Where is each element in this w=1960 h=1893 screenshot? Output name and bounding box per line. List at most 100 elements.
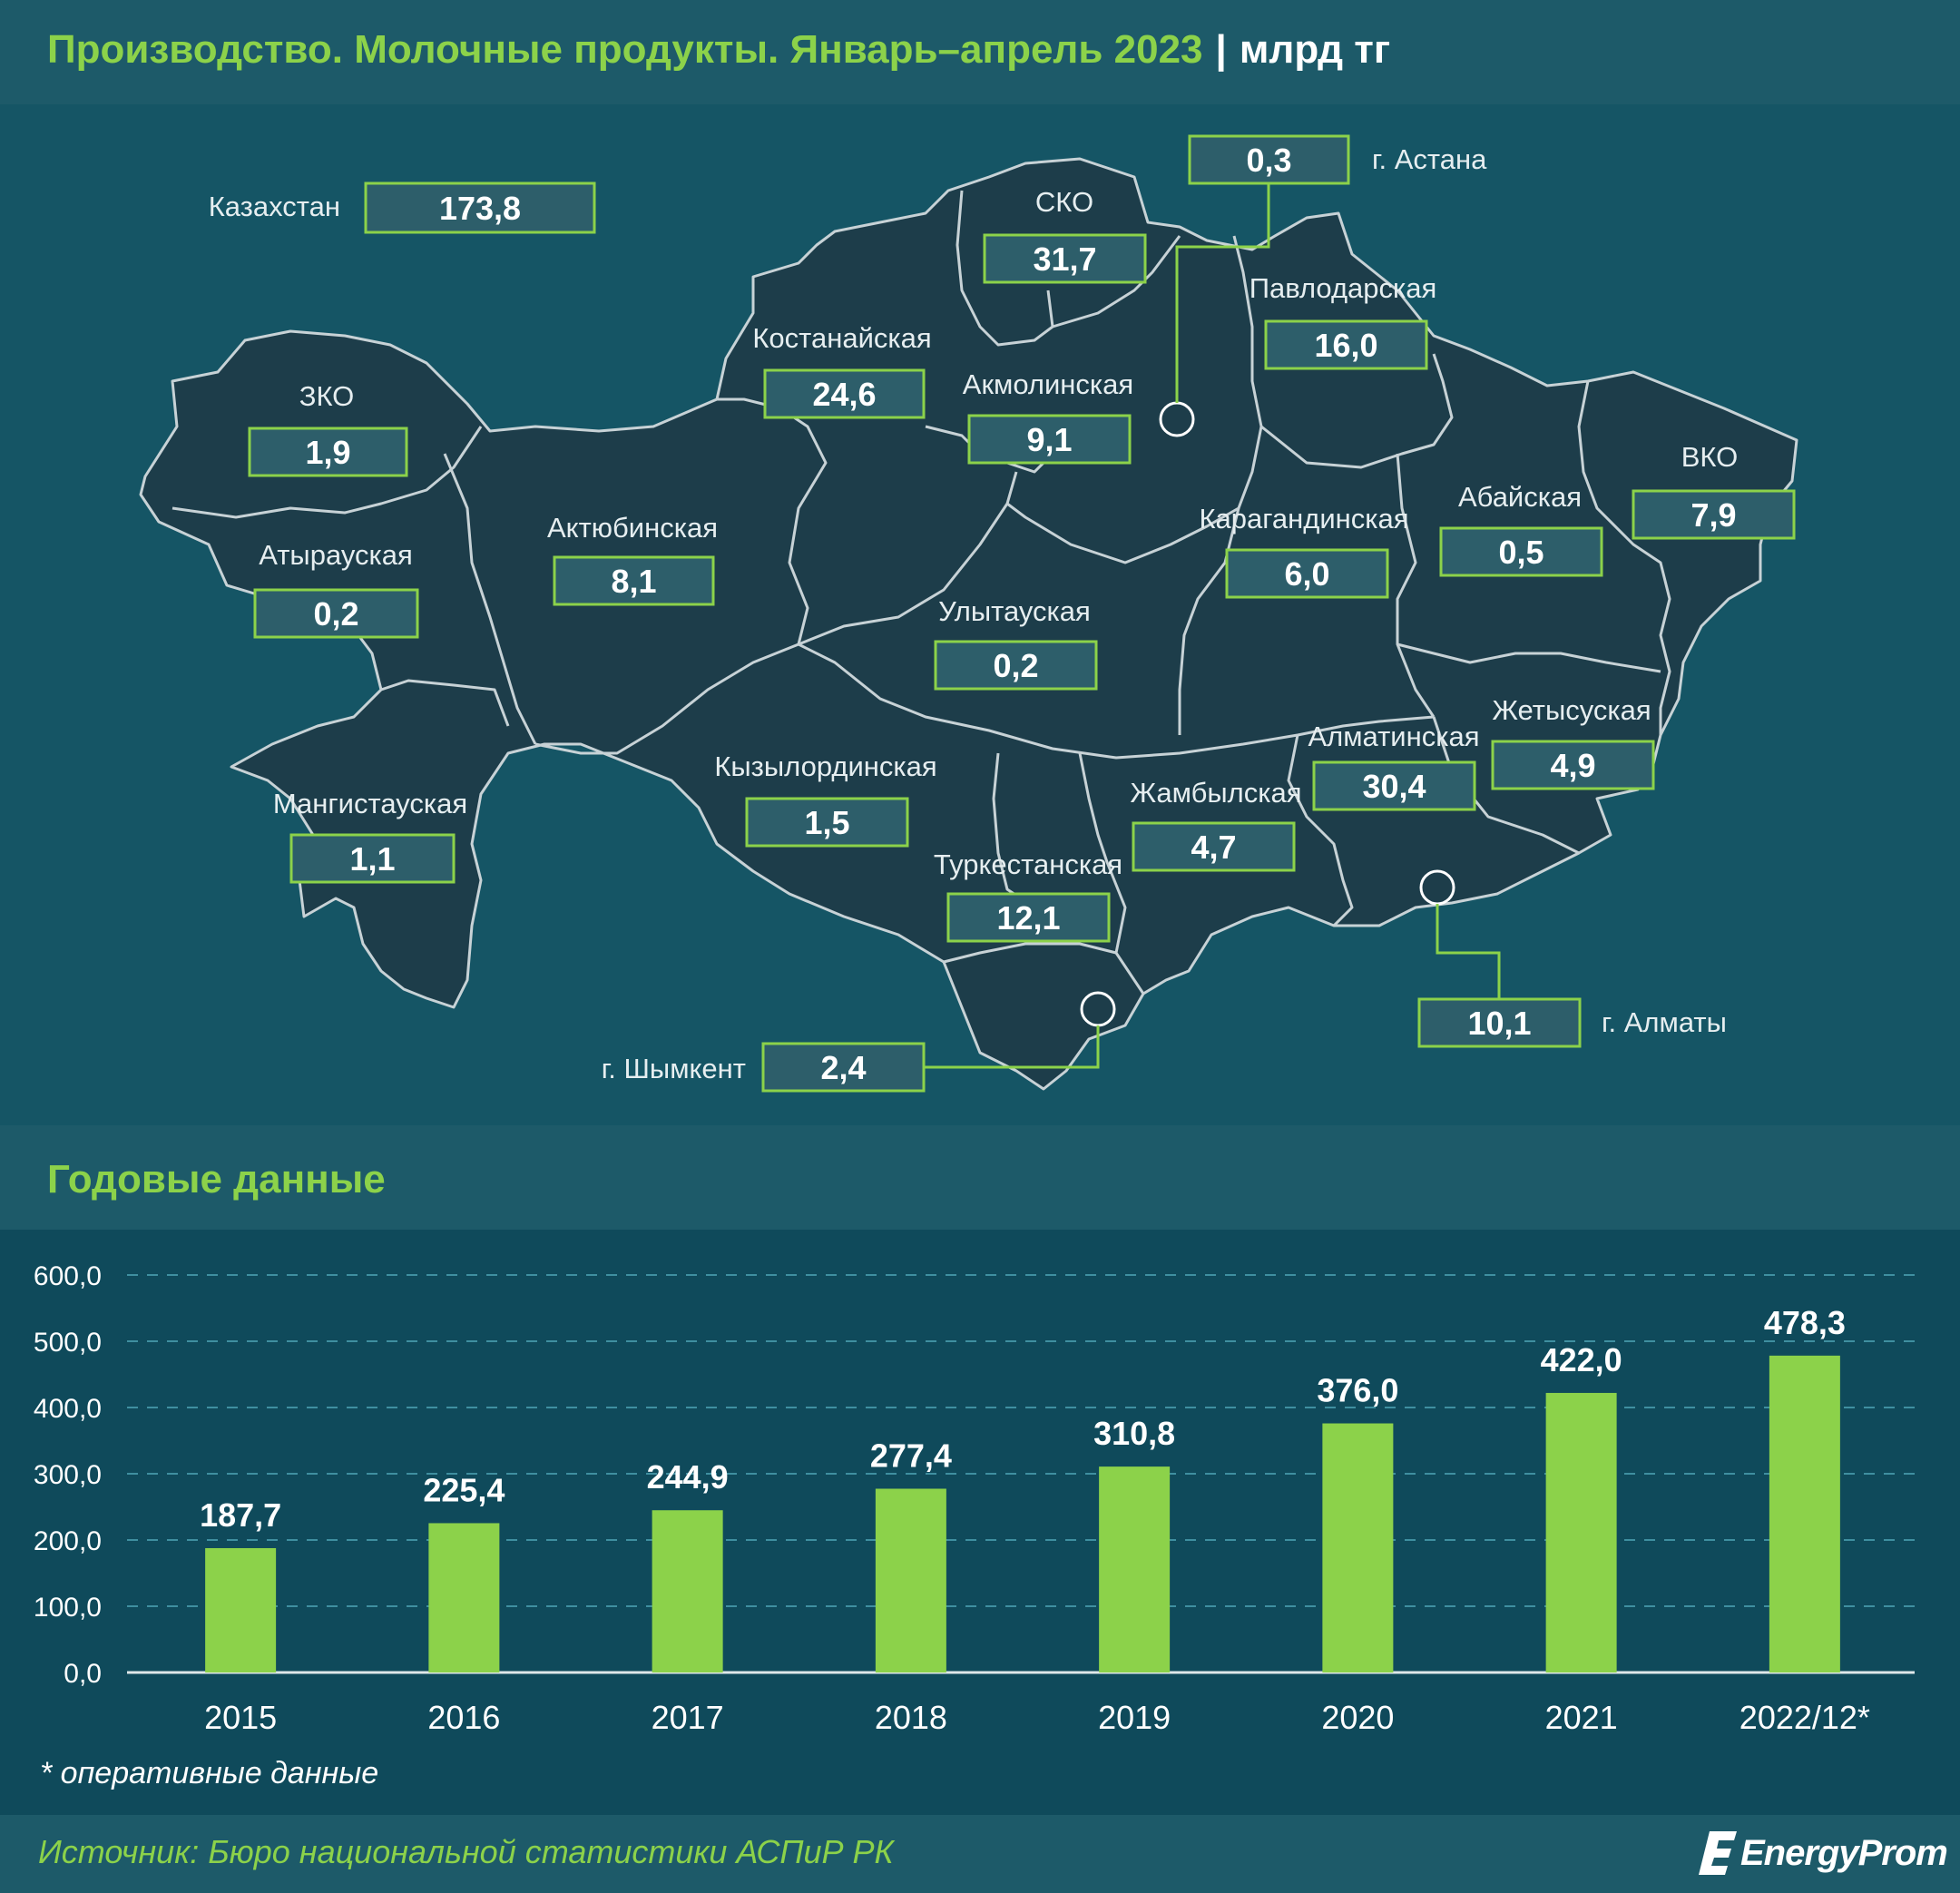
region-value-1-value: 0,2 [313, 595, 358, 633]
bar-2017 [652, 1510, 723, 1672]
border-zko [172, 426, 483, 519]
y-tick-2: 200,0 [34, 1526, 102, 1556]
bar-2022/12* [1769, 1355, 1840, 1672]
title-band [0, 0, 1960, 104]
bar-2021 [1545, 1392, 1617, 1672]
region-value-1: 0,2 [253, 588, 419, 639]
border-sko-akm [1052, 235, 1181, 329]
region-value-11-box [1632, 489, 1796, 540]
chart-bars [205, 1355, 1840, 1672]
bar-2016 [428, 1523, 500, 1672]
region-value-12-box [745, 797, 909, 848]
city-value-0-value: 0,3 [1246, 142, 1291, 179]
x-axis-ticks: 2015 2016 2017 2018 2019 2020 2021 2022/12* [204, 1699, 1870, 1736]
region-value-12: 1,5 [745, 797, 909, 848]
region-value-5-value: 31,7 [1033, 240, 1096, 278]
value-label-3: 277,4 [870, 1437, 952, 1474]
almaty-leader [1436, 904, 1501, 1000]
border-atyrau-mang [380, 679, 510, 727]
bar-2018 [875, 1488, 946, 1672]
region-name-15: Алматинская [1308, 721, 1479, 752]
region-value-8-box [1225, 548, 1389, 599]
border-aktobe-kostanay [717, 397, 828, 645]
region-value-5-box [983, 233, 1147, 284]
region-value-0-value: 1,9 [305, 434, 350, 471]
energyprom-logo-icon [1699, 1831, 1737, 1875]
page-title: Производство. Молочные продукты. Январь–… [47, 27, 1390, 73]
x-tick-3: 2018 [875, 1699, 947, 1736]
city-name-2: г. Шымкент [602, 1053, 746, 1084]
region-value-2: 1,1 [289, 833, 456, 884]
value-labels: 187,7 225,4 244,9 277,4 310,8 376,0 422,0 478,3 [200, 1304, 1846, 1534]
region-value-7: 16,0 [1264, 319, 1428, 370]
chart-grid [127, 1274, 1915, 1674]
bar-2019 [1099, 1466, 1171, 1672]
region-value-4-value: 24,6 [812, 376, 876, 413]
region-value-5: 31,7 [983, 233, 1147, 284]
map-labels: Казахстан 173,8 ЗКО 1,9 Атырауская 0,2 Мангист… [209, 134, 1796, 1093]
region-value-16-box [1491, 740, 1655, 790]
region-value-7-box [1264, 319, 1428, 370]
value-label-2: 244,9 [647, 1458, 729, 1496]
value-label-4: 310,8 [1093, 1415, 1175, 1452]
country-shape [139, 157, 1798, 1091]
region-value-9: 0,2 [934, 640, 1098, 691]
region-name-11: ВКО [1681, 441, 1739, 473]
region-name-5: СКО [1035, 186, 1093, 218]
y-tick-5: 500,0 [34, 1328, 102, 1358]
x-tick-6: 2021 [1545, 1699, 1618, 1736]
country-name: Казахстан [209, 191, 340, 222]
bar-2020 [1322, 1423, 1394, 1672]
city-value-1-value: 10,1 [1467, 1005, 1531, 1042]
map-section: Казахстан 173,8 ЗКО 1,9 Атырауская 0,2 Мангист… [0, 104, 1960, 1125]
region-value-16: 4,9 [1491, 740, 1655, 790]
region-name-1: Атырауская [259, 539, 413, 571]
border-zhamb-alm [1287, 734, 1354, 927]
y-tick-4: 400,0 [34, 1394, 102, 1424]
region-value-0-box [248, 427, 408, 477]
city-value-1: 10,1 [1417, 997, 1582, 1048]
chart-section: 0,0 100,0 200,0 300,0 400,0 500,0 600,0 187,7 2… [0, 1230, 1960, 1815]
y-tick-0: 0,0 [64, 1659, 102, 1689]
city-value-2: 2,4 [761, 1042, 926, 1093]
region-value-9-value: 0,2 [993, 647, 1038, 684]
astana-leader [1175, 183, 1270, 403]
region-value-10-value: 0,5 [1498, 534, 1544, 571]
country-total-box [364, 181, 596, 234]
city-value-0-box [1188, 134, 1350, 185]
y-tick-3: 300,0 [34, 1460, 102, 1490]
region-name-14: Жамбылская [1130, 777, 1301, 809]
region-value-9-box [934, 640, 1098, 691]
region-value-14-box [1132, 821, 1296, 872]
annual-title: Годовые данные [47, 1157, 386, 1202]
y-tick-1: 100,0 [34, 1593, 102, 1623]
border-abai-jetysu [1396, 642, 1661, 673]
region-name-13: Туркестанская [934, 848, 1122, 880]
region-name-8: Карагандинская [1199, 503, 1408, 535]
region-value-10-box [1439, 526, 1603, 577]
value-label-5: 376,0 [1317, 1372, 1398, 1409]
city-value-2-value: 2,4 [820, 1049, 866, 1086]
region-name-4: Костанайская [752, 322, 931, 354]
border-pavl-abai [1260, 353, 1454, 469]
x-tick-4: 2019 [1098, 1699, 1171, 1736]
bar-chart: 0,0 100,0 200,0 300,0 400,0 500,0 600,0 187,7 2… [34, 1261, 1915, 1736]
border-atyrau-aktobe [443, 453, 537, 745]
footer-band [0, 1815, 1960, 1893]
value-label-7: 478,3 [1764, 1304, 1846, 1341]
region-value-13-box [946, 892, 1111, 943]
region-value-3: 8,1 [553, 555, 715, 606]
border-akm-karag [1006, 426, 1263, 564]
region-value-15-value: 30,4 [1362, 768, 1426, 805]
region-value-6: 9,1 [967, 414, 1132, 465]
title-text: Производство. Молочные продукты. Январь–… [47, 27, 1203, 72]
region-value-8: 6,0 [1225, 548, 1389, 599]
region-value-7-value: 16,0 [1314, 327, 1377, 364]
region-value-3-value: 8,1 [611, 563, 656, 600]
y-axis-ticks: 0,0 100,0 200,0 300,0 400,0 500,0 600,0 [34, 1261, 102, 1689]
city-value-2-box [761, 1042, 926, 1093]
region-name-16: Жетысуская [1492, 694, 1651, 726]
region-value-13-value: 12,1 [996, 899, 1060, 937]
region-name-12: Кызылординская [714, 750, 936, 782]
